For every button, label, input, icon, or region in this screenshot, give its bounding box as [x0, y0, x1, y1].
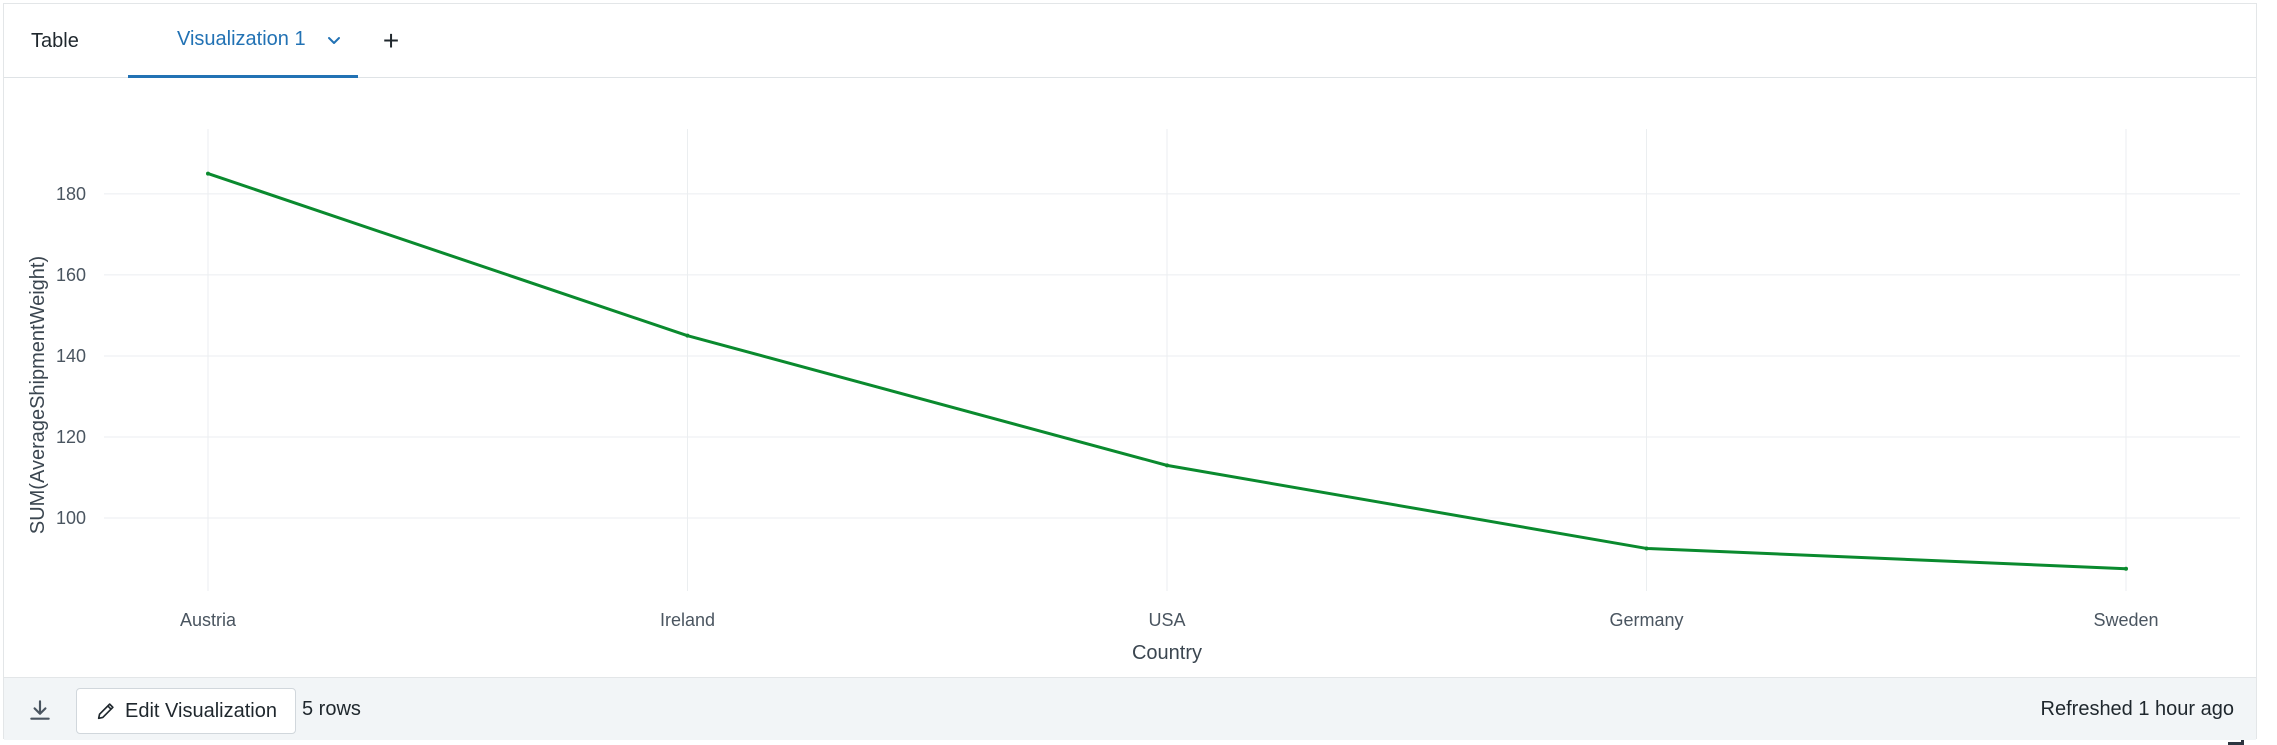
y-tick-label: 120	[56, 427, 86, 447]
tab-visualization-label: Visualization 1	[177, 28, 306, 50]
plus-icon: +	[382, 25, 400, 56]
data-point	[206, 171, 210, 176]
edit-visualization-label: Edit Visualization	[125, 699, 277, 722]
visualization-panel: Table Visualization 1 + 100 120 140 160 180 A…	[3, 3, 2257, 745]
refreshed-status: Refreshed 1 hour ago	[2040, 698, 2234, 720]
y-tick-label: 100	[56, 508, 86, 528]
x-tick-label: USA	[1148, 610, 1185, 630]
tab-table[interactable]: Table	[31, 4, 79, 78]
tab-bar: Table Visualization 1 +	[4, 4, 2256, 78]
x-tick-label: Germany	[1609, 610, 1683, 630]
data-point	[2124, 566, 2128, 571]
row-count: 5 rows	[302, 698, 361, 720]
data-point	[685, 333, 690, 338]
tab-visualization-1[interactable]: Visualization 1	[128, 4, 358, 78]
chart-area: 100 120 140 160 180 Austria Ireland USA Germany S…	[4, 79, 2256, 745]
x-axis-title: Country	[1132, 642, 1202, 664]
y-tick-label: 160	[56, 265, 86, 285]
y-tick-label: 140	[56, 346, 86, 366]
y-axis-title: SUM(AverageShipmentWeight)	[27, 256, 49, 534]
x-tick-label: Ireland	[660, 610, 715, 630]
line-chart: 100 120 140 160 180 Austria Ireland USA Germany S…	[27, 129, 2240, 664]
add-tab-button[interactable]: +	[376, 4, 406, 78]
x-tick-label: Austria	[180, 610, 237, 630]
data-point	[1165, 463, 1169, 468]
chevron-down-icon[interactable]	[324, 30, 344, 50]
tab-table-label: Table	[31, 29, 79, 52]
edit-visualization-button[interactable]: Edit Visualization	[76, 688, 296, 734]
download-icon	[30, 700, 50, 720]
download-button[interactable]	[24, 694, 56, 726]
y-tick-label: 180	[56, 184, 86, 204]
pencil-icon	[95, 700, 117, 722]
footer-bar: Edit Visualization 5 rows Refreshed 1 ho…	[4, 677, 2256, 740]
x-tick-label: Sweden	[2093, 610, 2158, 630]
data-point	[1644, 546, 1649, 551]
